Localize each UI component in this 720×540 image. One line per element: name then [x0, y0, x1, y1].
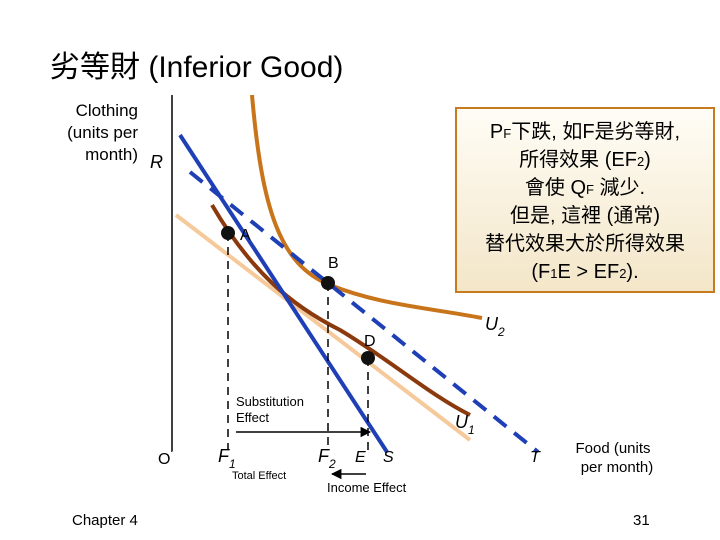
f1-label: F1	[218, 446, 236, 471]
u2-label: U2	[485, 314, 505, 339]
indifference-curve-u2	[250, 94, 483, 320]
text-box-frame	[455, 107, 715, 293]
effect-label: Income Effect	[327, 480, 407, 495]
text-box: PF下跌, 如F是劣等財,所得效果 (EF2)會使 QF 減少.但是, 這裡 (…	[455, 107, 715, 293]
point-label: T	[530, 449, 541, 466]
y-axis-label-line: Clothing	[76, 101, 138, 120]
footer-page: 31	[633, 512, 650, 529]
point-label: A	[240, 227, 251, 244]
label-main: F	[218, 446, 230, 466]
text-segment: 減少.	[594, 176, 645, 199]
text-segment: 1	[550, 266, 557, 281]
text-segment: E > EF	[557, 261, 619, 283]
point-label: D	[364, 333, 376, 350]
text-segment: 但是, 這裡 (通常)	[510, 204, 660, 227]
text-box-line: 會使 QF 減少.	[525, 176, 645, 199]
new-budget-line	[188, 170, 540, 454]
text-segment: ).	[626, 261, 638, 283]
text-segment: 替代效果大於所得效果	[485, 232, 685, 255]
text-segment: )	[644, 149, 651, 171]
footer-chapter: Chapter 4	[72, 512, 138, 529]
text-box-line: (F1E > EF2).	[531, 261, 638, 283]
point-label: S	[383, 449, 394, 466]
text-segment: 會使 Q	[525, 176, 586, 199]
point-d	[361, 351, 375, 365]
label-main: U	[455, 412, 469, 432]
text-segment: P	[490, 121, 503, 143]
text-segment: 下跌, 如F是劣等財,	[511, 120, 680, 143]
label-sub: 1	[229, 457, 236, 471]
text-box-line: PF下跌, 如F是劣等財,	[490, 120, 680, 143]
text-segment: F	[503, 126, 511, 141]
y-axis-label-line: month)	[85, 145, 138, 164]
y-axis-label-line: (units per	[67, 123, 138, 142]
parallel-budget-line	[174, 213, 472, 442]
point-label: O	[158, 451, 170, 468]
text-segment: F	[586, 182, 594, 197]
budget-line	[178, 133, 389, 454]
text-segment: 所得效果 (EF	[519, 148, 637, 171]
y-axis-label: Clothing (units per month)	[67, 101, 138, 164]
point-b	[321, 276, 335, 290]
effect-label: Substitution	[236, 394, 304, 409]
text-segment: 2	[637, 154, 644, 169]
label-sub: 2	[328, 457, 336, 471]
x-axis-label: Food (units	[575, 440, 650, 457]
f2-label: F2	[318, 446, 336, 471]
title: 劣等財 (Inferior Good)	[50, 51, 343, 84]
label-sub: 2	[497, 325, 505, 339]
point-a	[221, 226, 235, 240]
label-main: F	[318, 446, 330, 466]
label-sub: 1	[468, 423, 475, 437]
point-label: R	[150, 152, 163, 172]
effect-label: Total Effect	[232, 470, 286, 482]
label-main: U	[485, 314, 499, 334]
text-segment: 2	[619, 266, 626, 281]
text-box-line: 替代效果大於所得效果	[485, 232, 685, 255]
x-axis-label: per month)	[581, 459, 654, 476]
point-label: E	[355, 449, 366, 466]
text-box-line: 但是, 這裡 (通常)	[510, 204, 660, 227]
effect-label: Effect	[236, 410, 269, 425]
indifference-curve-u1	[210, 203, 471, 417]
point-label: B	[328, 255, 339, 272]
text-segment: (F	[531, 261, 550, 283]
u1-label: U1	[455, 412, 475, 437]
text-box-line: 所得效果 (EF2)	[519, 148, 651, 171]
